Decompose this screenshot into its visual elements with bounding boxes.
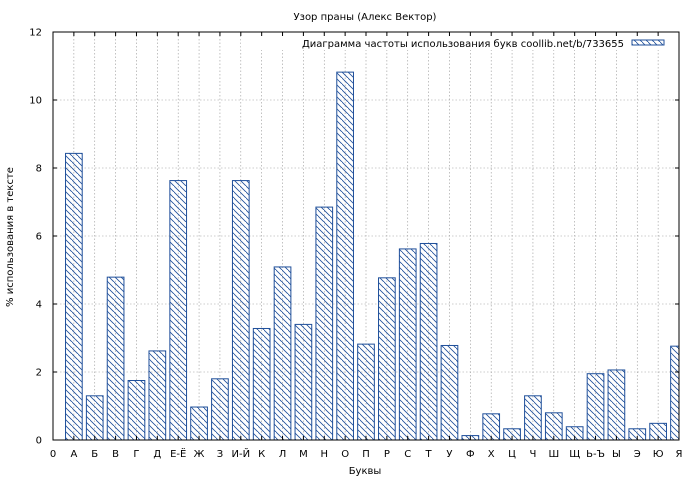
x-tick-label: А xyxy=(70,449,77,460)
bar xyxy=(65,152,83,441)
y-tick-label: 6 xyxy=(36,232,42,243)
x-tick-label: Ф xyxy=(466,449,475,460)
x-tick-label: Ю xyxy=(653,449,664,460)
legend-label: Диаграмма частоты использования букв coo… xyxy=(302,39,624,50)
bar xyxy=(357,343,375,441)
bar xyxy=(670,345,680,441)
bar xyxy=(211,378,229,441)
x-tick-label: Т xyxy=(425,449,433,460)
bar xyxy=(336,71,354,441)
bar xyxy=(231,180,250,441)
x-tick-label: Ж xyxy=(194,449,205,460)
x-tick-label: Ч xyxy=(530,449,537,460)
y-tick-label: 0 xyxy=(36,436,42,447)
bar xyxy=(398,248,417,441)
bar xyxy=(273,266,292,441)
x-tick-label: Щ xyxy=(569,449,580,460)
legend: Диаграмма частоты использования букв coo… xyxy=(241,36,671,50)
x-tick-label: Е-Ё xyxy=(170,447,186,460)
x-tick-label: П xyxy=(362,449,370,460)
bar xyxy=(148,350,167,441)
bar xyxy=(419,242,438,441)
bar xyxy=(544,412,563,441)
bar xyxy=(378,277,396,441)
bar xyxy=(315,206,334,441)
bars-layer xyxy=(65,71,680,441)
axes-layer: 0 2 4 6 8 10 12 0 А Б В Г Д Е-Ё Ж З И-Й К Л М Н О П Р С Т У Ф Х Ц Ч Ш Щ Ь… xyxy=(29,28,682,461)
x-tick-label: Н xyxy=(321,449,329,460)
legend-swatch xyxy=(631,39,665,46)
x-tick-label: У xyxy=(446,449,452,460)
x-tick-label: Ь-Ъ xyxy=(586,449,605,460)
x-tick-label: Л xyxy=(279,449,287,460)
y-axis-label: % использования в тексте xyxy=(5,167,16,307)
y-tick-label: 2 xyxy=(36,368,42,379)
x-tick-label: М xyxy=(299,449,308,460)
x-tick-label: Д xyxy=(153,449,161,460)
x-tick-label: И-Й xyxy=(232,447,251,460)
x-tick-label: Ш xyxy=(548,449,559,460)
x-tick-label: Х xyxy=(488,449,495,460)
x-tick-label: Я xyxy=(676,449,683,460)
bar xyxy=(607,369,626,441)
x-axis-label: Буквы xyxy=(349,466,382,477)
x-tick-label: С xyxy=(404,449,411,460)
y-tick-label: 8 xyxy=(36,164,42,175)
x-tick-label: О xyxy=(341,449,349,460)
y-tick-label: 12 xyxy=(29,28,42,39)
x-tick-label: Б xyxy=(91,449,98,460)
x-tick-label: В xyxy=(112,449,119,460)
bar xyxy=(440,344,459,441)
x-tick-label: Р xyxy=(384,449,390,460)
x-tick-label: Э xyxy=(634,449,641,460)
bar xyxy=(190,406,208,441)
bar xyxy=(252,327,271,441)
chart-title: Узор праны (Алекс Вектор) xyxy=(294,12,437,23)
bar xyxy=(106,276,125,441)
x-tick-label: К xyxy=(258,449,265,460)
y-tick-label: 4 xyxy=(36,300,42,311)
bar xyxy=(169,180,188,441)
x-tick-label: Ы xyxy=(612,449,621,460)
bar xyxy=(586,373,605,441)
x-tick-label: Ц xyxy=(508,449,516,460)
bar xyxy=(85,395,104,441)
bar xyxy=(294,323,313,441)
bar xyxy=(524,395,542,441)
bar xyxy=(127,380,146,441)
y-tick-label: 10 xyxy=(29,96,42,107)
x-tick-label: Г xyxy=(133,449,139,460)
x-tick-label: З xyxy=(217,449,223,460)
x-tick-label: 0 xyxy=(50,449,56,460)
legend-box xyxy=(241,36,671,50)
